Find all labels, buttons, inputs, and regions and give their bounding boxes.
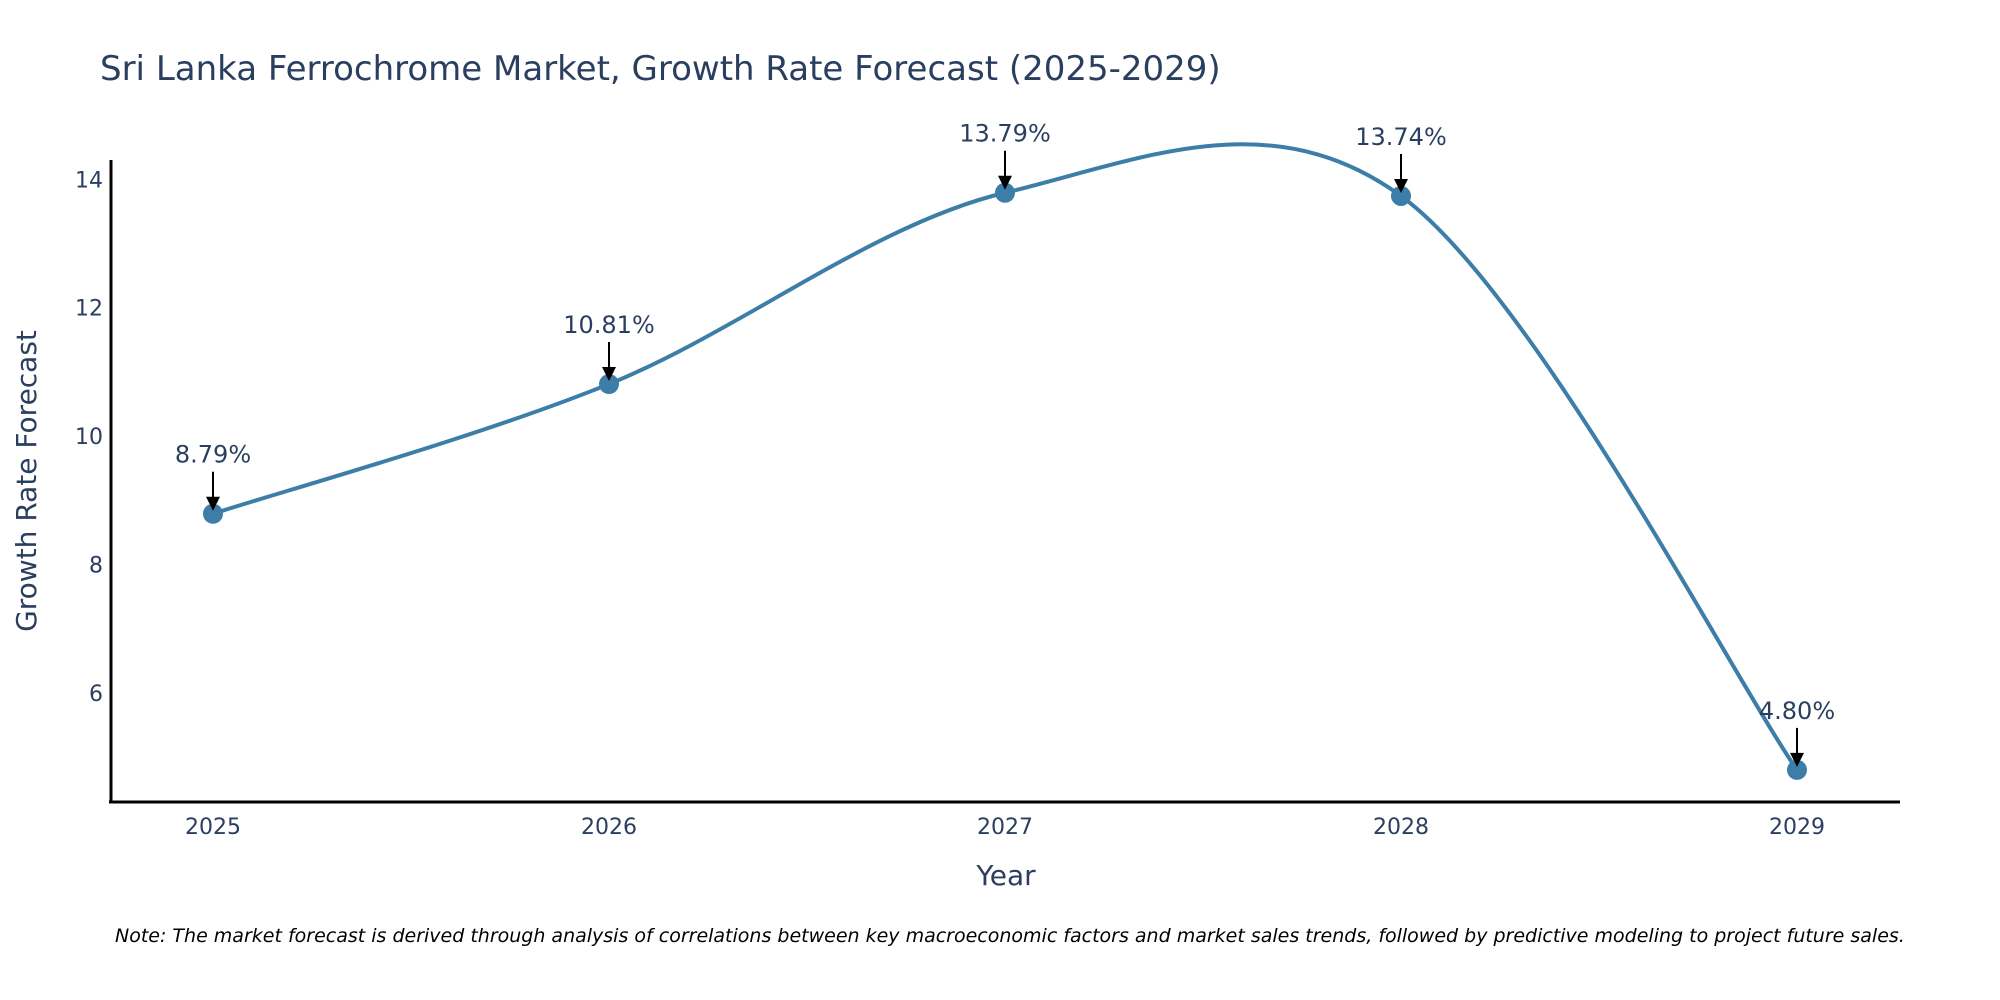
annotation-arrow-head bbox=[206, 496, 220, 511]
y-axis-title: Growth Rate Forecast bbox=[10, 330, 43, 632]
data-point bbox=[995, 182, 1015, 203]
annotation-arrow-head bbox=[602, 367, 616, 382]
data-label: 13.79% bbox=[959, 120, 1051, 148]
x-axis-title: Year bbox=[975, 859, 1036, 892]
annotation-arrow-head bbox=[1790, 752, 1804, 767]
chart-title: Sri Lanka Ferrochrome Market, Growth Rat… bbox=[100, 49, 1221, 89]
data-point bbox=[203, 503, 223, 524]
y-tick-label: 10 bbox=[75, 425, 103, 450]
data-label: 8.79% bbox=[175, 441, 251, 469]
y-tick-label: 14 bbox=[75, 168, 103, 193]
forecast-note: Note: The market forecast is derived thr… bbox=[115, 925, 1905, 947]
x-tick-label: 2025 bbox=[185, 815, 241, 840]
data-label: 13.74% bbox=[1355, 123, 1447, 151]
y-axis-ticks: 6 8 10 12 14 bbox=[75, 168, 103, 707]
data-markers bbox=[203, 182, 1807, 780]
growth-rate-line bbox=[211, 142, 1799, 772]
y-tick-label: 12 bbox=[75, 297, 103, 322]
y-tick-label: 8 bbox=[89, 553, 103, 578]
y-tick-label: 6 bbox=[89, 682, 103, 707]
x-tick-label: 2027 bbox=[977, 815, 1033, 840]
data-label: 4.80% bbox=[1759, 697, 1835, 725]
data-annotations: 8.79% 10.81% 13.79% 13.74% 4.80% bbox=[175, 120, 1835, 767]
annotation-arrow-head bbox=[998, 175, 1012, 190]
data-point bbox=[599, 374, 619, 395]
x-tick-label: 2028 bbox=[1373, 815, 1429, 840]
annotation-arrow-head bbox=[1394, 178, 1408, 193]
data-label: 10.81% bbox=[563, 311, 655, 339]
x-tick-label: 2029 bbox=[1769, 815, 1825, 840]
data-point bbox=[1391, 185, 1411, 206]
x-tick-label: 2026 bbox=[581, 815, 637, 840]
data-point bbox=[1787, 759, 1807, 780]
x-axis-ticks: 2025 2026 2027 2028 2029 bbox=[185, 815, 1825, 840]
